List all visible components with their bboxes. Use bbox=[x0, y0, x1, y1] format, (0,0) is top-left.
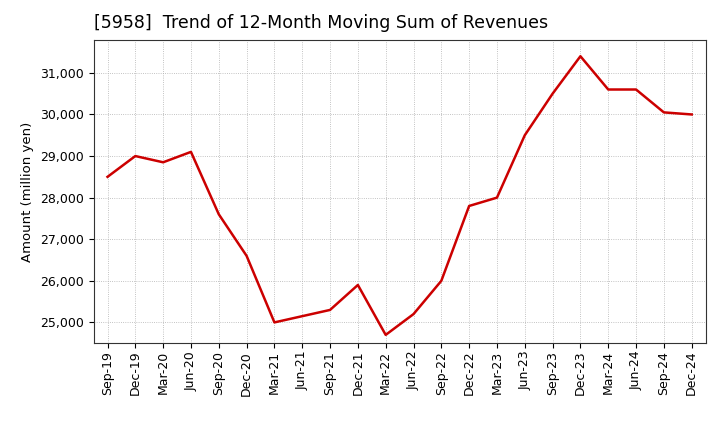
Y-axis label: Amount (million yen): Amount (million yen) bbox=[22, 121, 35, 261]
Text: [5958]  Trend of 12-Month Moving Sum of Revenues: [5958] Trend of 12-Month Moving Sum of R… bbox=[94, 15, 548, 33]
